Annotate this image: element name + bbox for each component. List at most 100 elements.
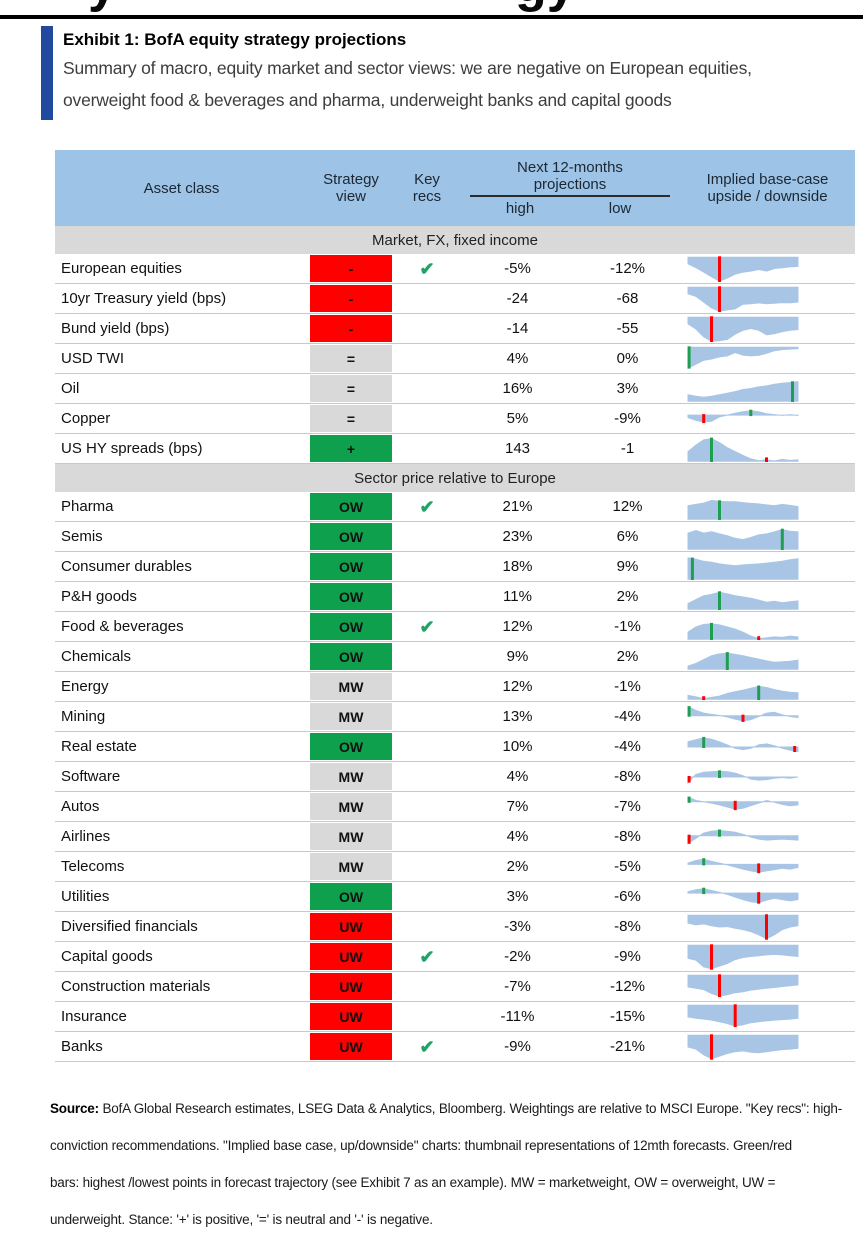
high-marker-icon: [718, 829, 721, 837]
asset-name: Banks: [61, 1038, 103, 1055]
high-projection-value: 16%: [502, 380, 533, 397]
table-row: European equities - ✔ -5% -12%: [55, 254, 855, 284]
exhibit-subtitle-line1: Summary of macro, equity market and sect…: [63, 58, 752, 78]
high-marker-icon: [687, 796, 691, 803]
high-projection-value: -11%: [500, 1008, 535, 1025]
implied-upside-thumbnail: [680, 614, 855, 640]
column-header-low: low: [608, 200, 632, 217]
high-marker-icon: [702, 736, 706, 748]
key-rec-check-icon: ✔: [419, 946, 435, 967]
implied-upside-thumbnail: [680, 884, 855, 910]
sparkline-chart: [687, 795, 799, 810]
implied-upside-thumbnail: [680, 436, 855, 462]
strategy-view-badge: MW: [310, 763, 392, 790]
sparkline-chart: [687, 829, 799, 844]
low-projection-value: -5%: [614, 858, 641, 875]
strategy-view-cell: -: [308, 285, 394, 312]
implied-upside-thumbnail: [680, 973, 855, 1000]
strategy-view-badge: MW: [310, 853, 392, 880]
high-marker-icon: [710, 622, 713, 640]
table-row: Mining MW 13% -4%: [55, 702, 855, 732]
low-projection-value: -8%: [614, 918, 641, 935]
table-row: USD TWI = 4% 0%: [55, 344, 855, 374]
table-row: Energy MW 12% -1%: [55, 672, 855, 702]
table-row: Oil = 16% 3%: [55, 374, 855, 404]
high-marker-icon: [687, 345, 691, 369]
masthead-divider: [0, 15, 863, 19]
strategy-view-cell: =: [308, 405, 394, 432]
strategy-view-badge: +: [310, 435, 392, 462]
low-marker-icon: [718, 285, 721, 312]
asset-name: Consumer durables: [61, 558, 192, 575]
table-row: Telecoms MW 2% -5%: [55, 852, 855, 882]
sparkline-chart: [687, 409, 799, 423]
implied-upside-thumbnail: [680, 794, 855, 820]
high-marker-icon: [702, 887, 706, 894]
low-marker-icon: [718, 255, 721, 282]
low-projection-value: 2%: [616, 648, 639, 665]
asset-name: Construction materials: [61, 978, 211, 995]
low-projection-value: -4%: [614, 738, 641, 755]
low-marker-icon: [702, 413, 706, 423]
low-projection-value: -1%: [614, 618, 641, 635]
low-projection-value: -9%: [614, 410, 641, 427]
strategy-view-cell: UW: [308, 913, 394, 940]
high-marker-icon: [749, 409, 753, 416]
implied-upside-thumbnail: [680, 494, 855, 520]
table-row: Consumer durables OW 18% 9%: [55, 552, 855, 582]
strategy-view-badge: UW: [310, 1033, 392, 1060]
column-header-projections: Next 12-months projections: [470, 159, 670, 197]
implied-upside-thumbnail: [680, 644, 855, 670]
high-projection-value: -5%: [504, 260, 531, 277]
table-row: Bund yield (bps) - -14 -55: [55, 314, 855, 344]
sparkline-chart: [687, 1003, 799, 1027]
table-body: Market, FX, fixed income European equitie…: [55, 226, 855, 1062]
implied-upside-thumbnail: [680, 704, 855, 730]
strategy-view-cell: MW: [308, 853, 394, 880]
table-row: Pharma OW ✔ 21% 12%: [55, 492, 855, 522]
sparkline-chart: [687, 736, 799, 752]
source-note-line: Source: BofA Global Research estimates, …: [50, 1101, 843, 1116]
low-projection-value: 9%: [616, 558, 639, 575]
implied-upside-thumbnail: [680, 376, 855, 402]
strategy-view-cell: UW: [308, 973, 394, 1000]
low-projection-value: -1%: [614, 678, 641, 695]
column-header-key-recs: Key recs: [412, 171, 442, 205]
strategy-view-badge: -: [310, 255, 392, 282]
table-row: Airlines MW 4% -8%: [55, 822, 855, 852]
asset-name: Airlines: [61, 828, 111, 845]
strategy-view-cell: OW: [308, 883, 394, 910]
low-projection-value: -6%: [614, 888, 641, 905]
low-marker-icon: [687, 775, 691, 783]
sparkline-chart: [687, 345, 799, 369]
high-marker-icon: [718, 590, 721, 610]
sparkline-chart: [687, 769, 799, 784]
sparkline-chart: [687, 528, 799, 550]
sparkline-chart: [687, 499, 799, 520]
sparkline-chart: [687, 685, 799, 700]
strategy-view-cell: OW: [308, 643, 394, 670]
table-row: Real estate OW 10% -4%: [55, 732, 855, 762]
low-marker-icon: [710, 1033, 713, 1060]
table-row: Autos MW 7% -7%: [55, 792, 855, 822]
strategy-view-cell: UW: [308, 1033, 394, 1060]
low-projection-value: -8%: [614, 828, 641, 845]
asset-name: Food & beverages: [61, 618, 184, 635]
high-marker-icon: [725, 651, 729, 670]
implied-upside-thumbnail: [680, 943, 855, 970]
table-row: Diversified financials UW -3% -8%: [55, 912, 855, 942]
strategy-view-cell: =: [308, 345, 394, 372]
exhibit-title: Exhibit 1: BofA equity strategy projecti…: [63, 30, 407, 49]
strategy-view-badge: OW: [310, 493, 392, 520]
implied-upside-thumbnail: [680, 1003, 855, 1030]
implied-upside-thumbnail: [680, 824, 855, 850]
source-note-line: conviction recommendations. "Implied bas…: [50, 1138, 792, 1153]
high-projection-value: 4%: [506, 828, 529, 845]
low-projection-value: -15%: [609, 1008, 646, 1025]
strategy-view-badge: MW: [310, 823, 392, 850]
asset-name: 10yr Treasury yield (bps): [61, 290, 227, 307]
asset-name: Utilities: [61, 888, 110, 905]
strategy-view-badge: MW: [310, 673, 392, 700]
strategy-view-badge: OW: [310, 613, 392, 640]
table-header-row: Asset class Strategy view Key recs Next …: [55, 150, 855, 226]
